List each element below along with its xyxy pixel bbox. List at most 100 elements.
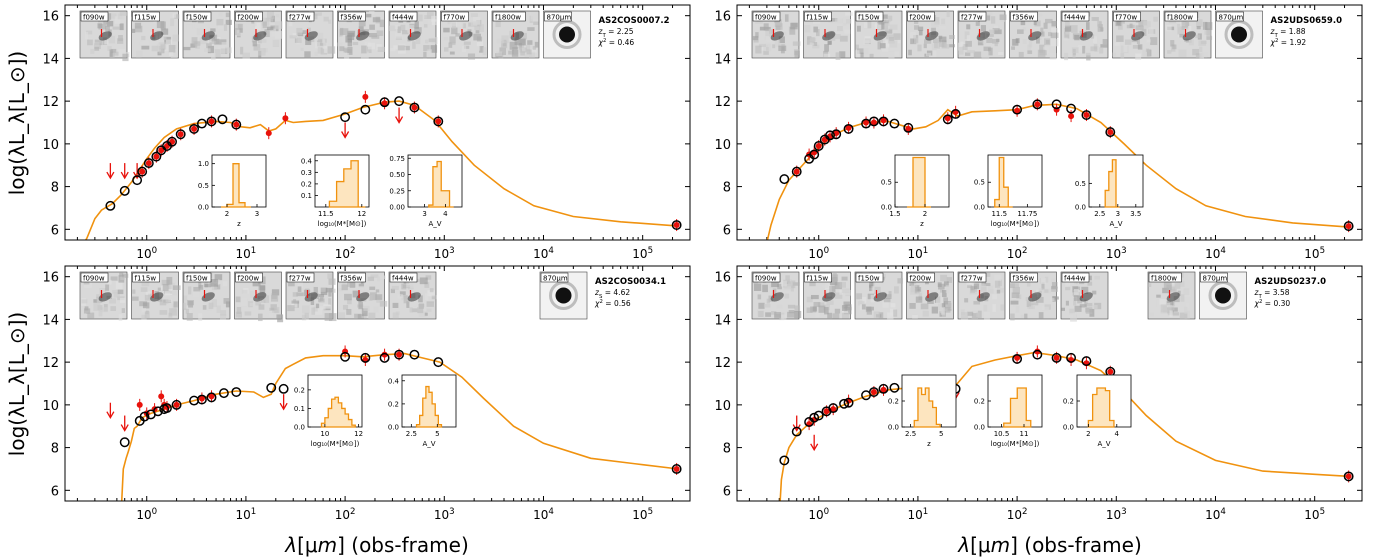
cutout-noise [424,282,430,288]
cutout-noise [144,311,150,319]
cutout-noise [967,284,972,289]
cutout-noise [368,294,373,301]
model-photometry-point [132,175,143,186]
cutout-noise [338,288,343,292]
cutout-noise [932,38,941,44]
cutout-noise [170,50,178,58]
inset-x-tick-label: 3.5 [1130,210,1141,218]
cutout-noise [813,26,818,33]
cutout-noise [360,51,369,59]
cutout-noise [864,36,871,44]
cutout-noise [202,305,207,310]
cutout-noise [479,24,484,32]
cutout-noise [520,47,526,56]
cutout-noise [917,290,924,296]
cutout-noise [986,33,994,37]
cutout-noise [526,44,531,51]
cutout-noise [1072,52,1076,58]
cutout-noise [327,46,336,54]
cutout-noise [428,38,436,43]
cutout-noise [425,39,429,44]
cutout-noise [1015,38,1020,44]
cutout-noise [931,22,939,27]
cutout-noise [936,41,941,49]
cutout-noise [235,296,241,303]
cutout-noise [241,298,248,307]
cutout-noise [183,300,187,309]
cutout-noise [270,25,279,32]
cutout-noise [997,288,1004,293]
cutout-noise [223,24,228,31]
cutout-noise [1206,28,1212,36]
cutout-noise [983,46,991,52]
cutout-noise [1027,44,1032,53]
cutout-noise [287,46,295,53]
cutout-noise [390,47,396,52]
cutout-noise [1094,302,1102,310]
cutout-noise [792,41,801,46]
cutout-noise [757,309,764,317]
cutout-noise [1051,285,1057,290]
cutout-noise [313,286,318,294]
cutout-noise [162,299,169,304]
cutout-noise [1092,304,1098,309]
cutout-noise [1167,50,1172,54]
cutout-noise [775,25,781,31]
cutout-noise [241,289,248,294]
model-photometry-point [105,200,116,211]
cutout-noise [885,40,890,48]
cutout-noise [322,42,328,50]
cutout-f277w: f277w [957,10,1007,60]
cutout-noise [794,50,800,58]
cutout-noise [763,304,771,308]
detection-point [1034,101,1041,108]
cutout-noise [409,307,413,313]
cutout-noise [1199,52,1205,59]
cutout-noise [1184,306,1188,314]
cutout-noise [977,40,984,46]
cutout-noise [341,284,348,291]
model-photometry-point [950,109,961,119]
detection-point [136,401,143,408]
cutout-noise [986,37,993,44]
cutout-noise [1084,48,1091,56]
cutout-label: f444w [1064,14,1086,22]
cutout-noise [1156,294,1161,298]
model-photometry-point [379,97,390,108]
cutout-noise [347,298,352,305]
y-tick-label: 16 [714,271,731,286]
detection-point [173,401,180,408]
cutout-noise [794,305,801,312]
cutout-noise [300,47,304,51]
cutout-noise [423,51,427,59]
inset-y-tick-label: 0.5 [881,179,892,187]
model-photometry-point [878,116,889,127]
inset-y-tick-label: 0.2 [974,398,985,406]
cutout-noise [960,41,964,46]
cutout-noise [323,16,329,22]
cutout-noise [878,19,887,25]
cutout-noise [867,20,872,29]
cutout-noise [862,40,870,46]
inset-y-tick-label: 0.4 [388,377,400,385]
cutout-noise [1065,287,1071,291]
inset-y-tick-label: 0.50 [389,171,405,179]
inset-y-tick-label: 0.2 [1063,398,1074,406]
inset-x-tick-label: 5 [939,430,943,438]
cutout-noise [897,37,901,44]
cutout-noise [368,11,375,15]
cutout-label: f277w [289,14,311,22]
cutout-noise [210,278,219,287]
inset-y-tick-label: 0.3 [301,169,312,177]
cutout-noise [839,281,846,288]
cutout-noise [866,306,874,311]
cutout-noise [463,41,471,45]
cutout-noise [999,14,1007,21]
cutout-noise [984,283,991,287]
cutout-label: f200w [910,275,932,283]
cutout-noise [399,291,406,297]
x-tick-label: 104 [533,507,554,522]
cutout-noise [771,311,777,315]
cutout-noise [784,293,790,299]
cutout-label: f444w [392,275,414,283]
